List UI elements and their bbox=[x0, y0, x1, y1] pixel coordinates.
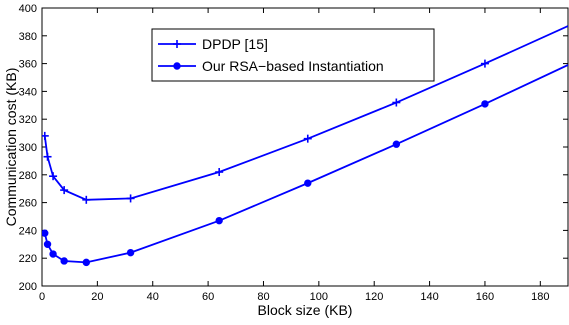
y-tick-label: 220 bbox=[19, 253, 37, 265]
y-tick-label: 400 bbox=[19, 3, 37, 15]
series-1 bbox=[42, 25, 568, 204]
data-point bbox=[304, 179, 312, 187]
x-tick-label: 100 bbox=[310, 291, 328, 303]
x-tick-label: 160 bbox=[476, 291, 494, 303]
y-axis-label: Communication cost (KB) bbox=[3, 68, 19, 227]
data-point bbox=[60, 257, 68, 265]
x-axis-ticks: 0 20 40 60 80 100 120 140 160 180 bbox=[39, 8, 549, 303]
x-tick-label: 20 bbox=[91, 291, 103, 303]
x-tick-label: 180 bbox=[531, 291, 549, 303]
legend-marker bbox=[173, 40, 181, 48]
data-point bbox=[126, 248, 135, 257]
data-point bbox=[42, 229, 49, 237]
data-point bbox=[49, 250, 57, 258]
legend-label: Our RSA−based Instantiation bbox=[202, 58, 384, 74]
x-axis-label: Block size (KB) bbox=[258, 302, 353, 318]
data-point bbox=[82, 258, 90, 267]
series-2 bbox=[42, 64, 568, 267]
x-tick-label: 120 bbox=[365, 291, 383, 303]
data-point bbox=[481, 100, 489, 108]
data-point bbox=[82, 195, 91, 204]
data-point bbox=[303, 134, 312, 143]
y-tick-label: 260 bbox=[19, 198, 37, 210]
y-tick-label: 300 bbox=[19, 142, 37, 154]
legend-entry: DPDP [15] bbox=[158, 36, 268, 52]
y-tick-label: 360 bbox=[19, 59, 37, 71]
series-layer bbox=[42, 25, 568, 267]
y-tick-label: 380 bbox=[19, 31, 37, 43]
data-point bbox=[215, 168, 224, 177]
data-point bbox=[392, 140, 401, 148]
x-tick-label: 80 bbox=[257, 291, 269, 303]
legend: DPDP [15] Our RSA−based Instantiation bbox=[151, 28, 435, 82]
x-tick-label: 40 bbox=[147, 291, 159, 303]
data-point bbox=[126, 194, 135, 203]
y-tick-label: 200 bbox=[19, 281, 37, 293]
legend-entry: Our RSA−based Instantiation bbox=[158, 58, 384, 74]
data-point bbox=[42, 131, 49, 140]
data-point bbox=[480, 59, 489, 68]
y-tick-label: 240 bbox=[19, 225, 37, 237]
x-tick-label: 140 bbox=[420, 291, 438, 303]
x-tick-label: 0 bbox=[39, 291, 45, 303]
legend-label: DPDP [15] bbox=[202, 36, 268, 52]
data-point bbox=[392, 98, 401, 107]
data-point bbox=[43, 240, 52, 249]
y-tick-label: 340 bbox=[19, 86, 37, 98]
data-point bbox=[215, 216, 223, 225]
legend-marker bbox=[173, 62, 181, 70]
y-axis-ticks: 200 220 240 260 280 300 320 340 360 380 400 bbox=[19, 3, 568, 293]
y-tick-label: 280 bbox=[19, 170, 37, 182]
data-point bbox=[60, 186, 69, 195]
data-point bbox=[43, 152, 52, 161]
data-point bbox=[49, 172, 58, 181]
y-tick-label: 320 bbox=[19, 114, 37, 126]
x-tick-label: 60 bbox=[202, 291, 214, 303]
legend-box bbox=[151, 28, 435, 82]
